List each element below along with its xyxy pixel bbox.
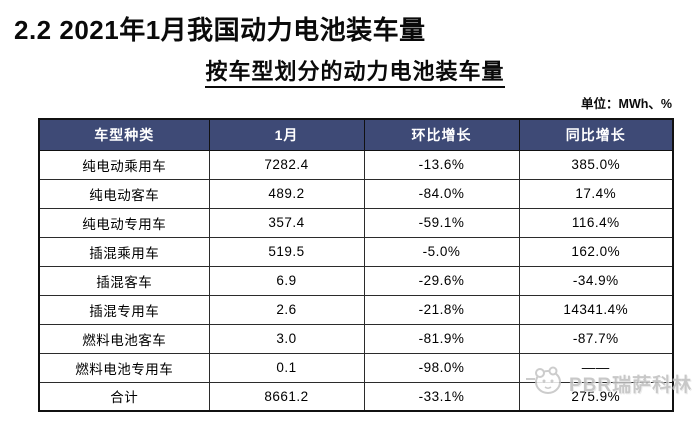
value-cell: 6.9 [208,265,365,296]
column-header-3: 同比增长 [518,118,674,151]
table-row: 插混乘用车 519.5 -5.0% 162.0% [38,236,674,267]
value-cell: 0.1 [208,352,365,383]
vehicle-type-cell: 纯电动乘用车 [38,149,210,180]
value-cell: -29.6% [363,265,520,296]
vehicle-type-cell: 纯电动客车 [38,178,210,209]
value-cell: 3.0 [208,323,365,354]
vehicle-type-cell: 燃料电池专用车 [38,352,210,383]
table-row: 纯电动乘用车 7282.4 -13.6% 385.0% [38,149,674,180]
table-row: 纯电动客车 489.2 -84.0% 17.4% [38,178,674,209]
value-cell: 385.0% [518,149,674,180]
vehicle-type-cell: 纯电动专用车 [38,207,210,238]
page-title: 2.2 2021年1月我国动力电池装车量 [14,15,426,45]
value-cell: -81.9% [363,323,520,354]
value-cell: 489.2 [208,178,365,209]
value-cell: 116.4% [518,207,674,238]
value-cell: 162.0% [518,236,674,267]
value-cell: 275.9% [518,381,674,412]
table-row: 燃料电池专用车 0.1 -98.0% —— [38,352,674,383]
value-cell: -21.8% [363,294,520,325]
table-header-row: 车型种类 1月 环比增长 同比增长 [38,118,674,151]
vehicle-type-cell: 合计 [38,381,210,412]
battery-install-table: 车型种类 1月 环比增长 同比增长 纯电动乘用车 7282.4 -13.6% 385.0% 纯… [38,118,674,412]
vehicle-type-cell: 插混客车 [38,265,210,296]
value-cell: 8661.2 [208,381,365,412]
page-subtitle: 按车型划分的动力电池装车量 [38,54,672,88]
column-header-1: 1月 [208,118,365,151]
value-cell: -59.1% [363,207,520,238]
value-cell: -5.0% [363,236,520,267]
column-header-0: 车型种类 [38,118,210,151]
table-row: 燃料电池客车 3.0 -81.9% -87.7% [38,323,674,354]
column-header-2: 环比增长 [363,118,520,151]
value-cell: 7282.4 [208,149,365,180]
table-body: 纯电动乘用车 7282.4 -13.6% 385.0% 纯电动客车 489.2 -84.0%… [38,149,674,412]
value-cell: -87.7% [518,323,674,354]
value-cell: 17.4% [518,178,674,209]
value-cell: -13.6% [363,149,520,180]
table-row: 插混专用车 2.6 -21.8% 14341.4% [38,294,674,325]
value-cell: —— [518,352,674,383]
value-cell: -84.0% [363,178,520,209]
vehicle-type-cell: 燃料电池客车 [38,323,210,354]
vehicle-type-cell: 插混专用车 [38,294,210,325]
vehicle-type-cell: 插混乘用车 [38,236,210,267]
table-row: 纯电动专用车 357.4 -59.1% 116.4% [38,207,674,238]
value-cell: 519.5 [208,236,365,267]
page-subtitle-text: 按车型划分的动力电池装车量 [205,59,505,88]
table-row: 插混客车 6.9 -29.6% -34.9% [38,265,674,296]
value-cell: -33.1% [363,381,520,412]
value-cell: -98.0% [363,352,520,383]
value-cell: 357.4 [208,207,365,238]
value-cell: -34.9% [518,265,674,296]
value-cell: 2.6 [208,294,365,325]
unit-label: 单位：MWh、% [581,97,672,111]
value-cell: 14341.4% [518,294,674,325]
table-row: 合计 8661.2 -33.1% 275.9% [38,381,674,412]
